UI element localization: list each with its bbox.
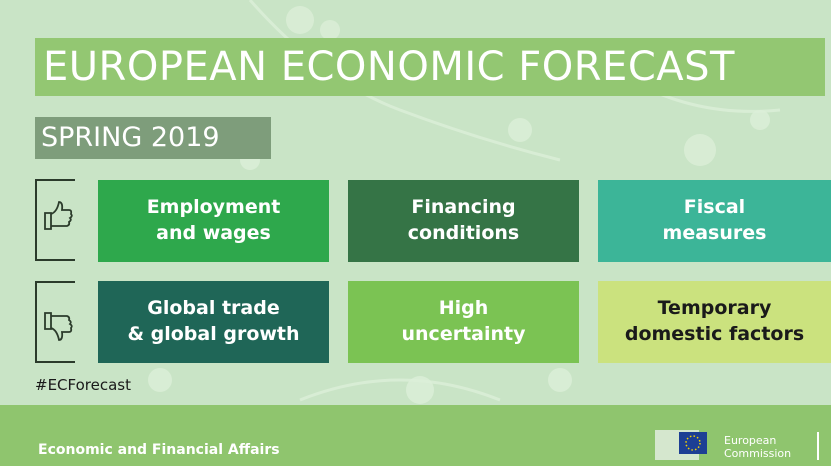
- label-line: Financing: [411, 196, 515, 218]
- logo-divider: [817, 432, 819, 460]
- thumbs-up-frame: [35, 179, 75, 261]
- negative-factor: Temporary domestic factors: [598, 281, 831, 363]
- positive-factor: Employment and wages: [98, 180, 329, 262]
- positive-factor: Fiscal measures: [598, 180, 831, 262]
- positive-factor: Financing conditions: [348, 180, 579, 262]
- thumbs-down-frame: [35, 281, 75, 363]
- label-line: Temporary: [658, 297, 772, 319]
- label-line: conditions: [408, 222, 519, 244]
- negative-factor: High uncertainty: [348, 281, 579, 363]
- label-line: & global growth: [127, 323, 299, 345]
- label-line: domestic factors: [625, 323, 804, 345]
- title: EUROPEAN ECONOMIC FORECAST: [35, 38, 825, 96]
- thumbs-up-icon: [37, 181, 75, 259]
- negative-factor: Global trade & global growth: [98, 281, 329, 363]
- infographic: EUROPEAN ECONOMIC FORECAST SPRING 2019 E…: [0, 0, 831, 466]
- label-line: Global trade: [147, 297, 279, 319]
- eu-logo: [655, 424, 723, 462]
- label-line: European: [724, 434, 776, 447]
- subtitle: SPRING 2019: [35, 117, 271, 159]
- hashtag: #ECForecast: [35, 376, 131, 394]
- label-line: Fiscal: [684, 196, 745, 218]
- footer-text: Economic and Financial Affairs: [38, 442, 280, 458]
- label-line: Commission: [724, 447, 791, 460]
- label-line: measures: [663, 222, 767, 244]
- label-line: High: [439, 297, 489, 319]
- label-line: uncertainty: [402, 323, 526, 345]
- label-line: Employment: [147, 196, 281, 218]
- label-line: and wages: [156, 222, 271, 244]
- thumbs-down-icon: [37, 283, 75, 361]
